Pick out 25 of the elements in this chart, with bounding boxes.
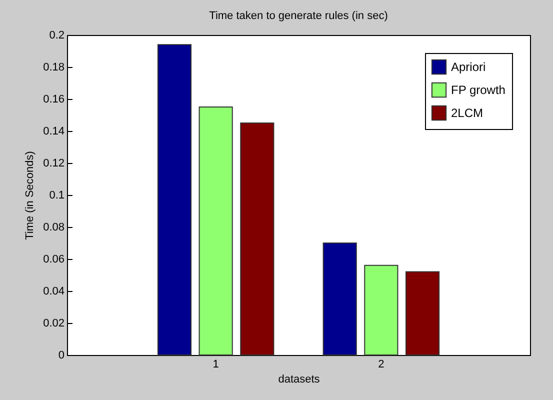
y-tick-label: 0.08 bbox=[43, 222, 64, 234]
bar bbox=[322, 242, 357, 356]
x-axis-title: datasets bbox=[278, 374, 320, 386]
legend-label: Apriori bbox=[451, 60, 486, 74]
y-tick-label: 0 bbox=[58, 350, 64, 362]
y-tick-label: 0.12 bbox=[43, 158, 64, 170]
bar bbox=[364, 264, 398, 356]
y-tick-label: 0.06 bbox=[43, 254, 64, 266]
chart-title: Time taken to generate rules (in sec) bbox=[209, 10, 388, 22]
bar bbox=[198, 106, 233, 356]
y-tick-label: 0.02 bbox=[43, 318, 64, 330]
y-tick-label: 0.14 bbox=[43, 126, 64, 138]
bar bbox=[240, 122, 274, 356]
x-tick-label: 2 bbox=[378, 358, 384, 370]
bar bbox=[157, 44, 192, 356]
y-tick-label: 0.1 bbox=[49, 190, 64, 202]
bar bbox=[405, 271, 440, 356]
legend-label: 2LCM bbox=[451, 106, 484, 120]
legend-label: FP growth bbox=[451, 83, 506, 97]
y-tick-label: 0.04 bbox=[43, 286, 64, 298]
y-tick-label: 0.2 bbox=[49, 30, 64, 42]
y-tick-label: 0.16 bbox=[43, 94, 64, 106]
y-axis-title: Time (in Seconds) bbox=[24, 151, 36, 240]
y-tick-label: 0.18 bbox=[43, 62, 64, 74]
x-tick-label: 1 bbox=[212, 358, 219, 370]
